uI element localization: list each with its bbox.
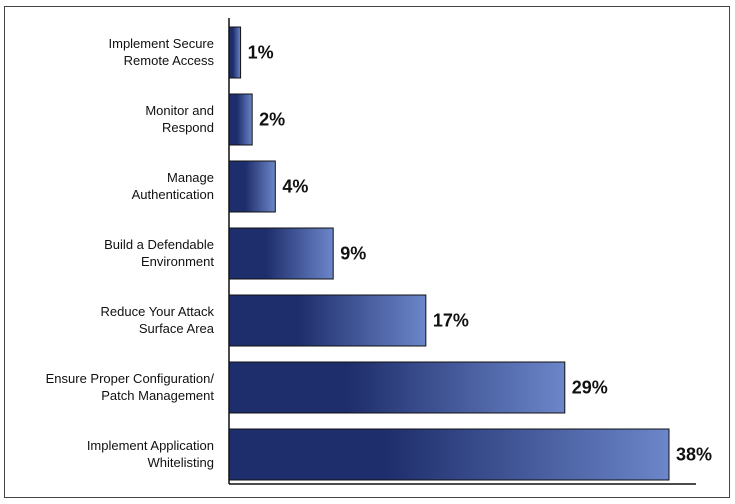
category-label-3: Manage Authentication — [132, 170, 214, 202]
category-label-7: Implement Application Whitelisting — [87, 438, 214, 470]
value-label-2: 2% — [259, 110, 285, 130]
chart-frame — [4, 6, 730, 498]
bar-7 — [228, 428, 670, 481]
value-label-5: 17% — [433, 311, 469, 331]
axis-group — [228, 18, 696, 485]
value-label-6: 29% — [572, 378, 608, 398]
value-label-7: 38% — [676, 445, 712, 465]
bar-4 — [228, 227, 334, 280]
category-label-4: Build a Defendable Environment — [104, 237, 214, 269]
value-label-4: 9% — [340, 244, 366, 264]
bar-2 — [228, 93, 253, 146]
bar-5 — [228, 294, 427, 347]
category-label-5: Reduce Your Attack Surface Area — [101, 304, 215, 336]
bars-group: 1% Implement Secure Remote Access 2% Monitor… — [46, 26, 712, 481]
category-label-1: Implement Secure Remote Access — [109, 36, 215, 68]
value-label-1: 1% — [248, 43, 274, 63]
bar-3 — [228, 160, 276, 213]
value-label-3: 4% — [282, 177, 308, 197]
category-label-2: Monitor and Respond — [145, 103, 214, 135]
bar-1 — [228, 26, 242, 79]
category-label-6: Ensure Proper Configuration/Patch Manage… — [46, 371, 215, 403]
bar-6 — [228, 361, 566, 414]
